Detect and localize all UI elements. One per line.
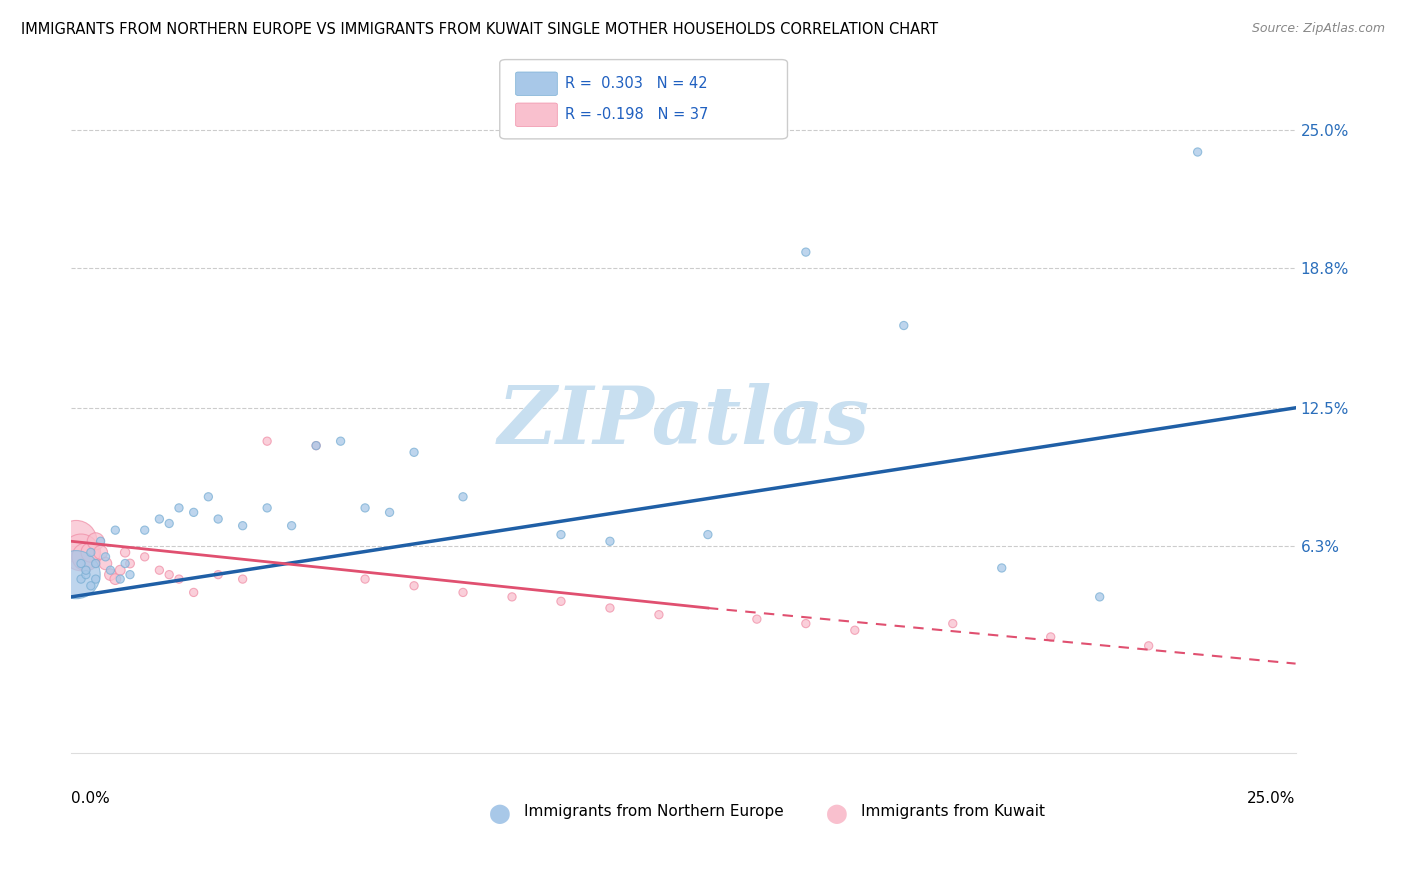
FancyBboxPatch shape <box>499 60 787 139</box>
Point <box>599 601 621 615</box>
Point <box>550 527 572 541</box>
Point <box>256 434 278 449</box>
Point <box>451 490 474 504</box>
Text: ZIPatlas: ZIPatlas <box>498 383 869 460</box>
Text: R =  0.303   N = 42: R = 0.303 N = 42 <box>565 76 707 91</box>
Point <box>134 523 156 537</box>
Point <box>1088 590 1111 604</box>
Point <box>148 512 170 526</box>
Text: IMMIGRANTS FROM NORTHERN EUROPE VS IMMIGRANTS FROM KUWAIT SINGLE MOTHER HOUSEHOL: IMMIGRANTS FROM NORTHERN EUROPE VS IMMIG… <box>21 22 938 37</box>
Point <box>104 572 127 586</box>
Point <box>110 563 132 577</box>
FancyBboxPatch shape <box>516 72 557 95</box>
Point <box>94 557 117 571</box>
Point <box>84 557 107 571</box>
Point <box>183 585 205 599</box>
Text: ⬤: ⬤ <box>825 805 848 823</box>
Point <box>94 549 117 564</box>
Point <box>794 245 817 260</box>
Point <box>157 516 180 531</box>
Point <box>118 567 141 582</box>
Point <box>207 567 229 582</box>
Point <box>114 557 136 571</box>
Point <box>65 567 87 582</box>
Point <box>80 545 103 559</box>
Point <box>451 585 474 599</box>
Point <box>110 572 132 586</box>
Point <box>70 572 93 586</box>
Point <box>100 563 122 577</box>
Point <box>305 439 328 453</box>
Point <box>844 624 866 638</box>
Point <box>134 549 156 564</box>
Point <box>280 518 302 533</box>
Point <box>745 612 768 626</box>
Point <box>75 563 97 577</box>
Text: Source: ZipAtlas.com: Source: ZipAtlas.com <box>1251 22 1385 36</box>
Point <box>70 545 93 559</box>
Point <box>100 567 122 582</box>
Point <box>402 445 425 459</box>
Point <box>942 616 965 631</box>
Point <box>84 557 107 571</box>
Point <box>183 505 205 519</box>
Text: Immigrants from Kuwait: Immigrants from Kuwait <box>860 805 1045 820</box>
Point <box>90 534 112 549</box>
Point <box>696 527 718 541</box>
Point <box>207 512 229 526</box>
FancyBboxPatch shape <box>516 103 557 127</box>
Point <box>893 318 915 333</box>
Point <box>1039 630 1062 644</box>
Point <box>65 534 87 549</box>
Point <box>80 545 103 559</box>
Point <box>648 607 671 622</box>
Point <box>80 579 103 593</box>
Point <box>990 561 1012 575</box>
Point <box>75 549 97 564</box>
Point <box>197 490 219 504</box>
Text: ⬤: ⬤ <box>489 805 510 823</box>
Point <box>104 523 127 537</box>
Point <box>501 590 523 604</box>
Point <box>232 572 254 586</box>
Point <box>232 518 254 533</box>
Point <box>148 563 170 577</box>
Text: 25.0%: 25.0% <box>1247 790 1295 805</box>
Point <box>794 616 817 631</box>
Point <box>84 534 107 549</box>
Point <box>599 534 621 549</box>
Point <box>550 594 572 608</box>
Point <box>256 500 278 515</box>
Point <box>354 572 377 586</box>
Point <box>84 572 107 586</box>
Point <box>354 500 377 515</box>
Point <box>90 545 112 559</box>
Point <box>118 557 141 571</box>
Point <box>329 434 352 449</box>
Point <box>75 563 97 577</box>
Point <box>167 500 190 515</box>
Point <box>167 572 190 586</box>
Text: Immigrants from Northern Europe: Immigrants from Northern Europe <box>524 805 785 820</box>
Point <box>1137 639 1160 653</box>
Point <box>501 423 523 437</box>
Point <box>378 505 401 519</box>
Point <box>402 579 425 593</box>
Text: 0.0%: 0.0% <box>72 790 110 805</box>
Point <box>70 557 93 571</box>
Point <box>114 545 136 559</box>
Point <box>157 567 180 582</box>
Point <box>1187 145 1209 159</box>
Point <box>648 423 671 437</box>
Text: R = -0.198   N = 37: R = -0.198 N = 37 <box>565 107 709 122</box>
Point <box>75 567 97 582</box>
Point <box>70 557 93 571</box>
Point <box>305 439 328 453</box>
